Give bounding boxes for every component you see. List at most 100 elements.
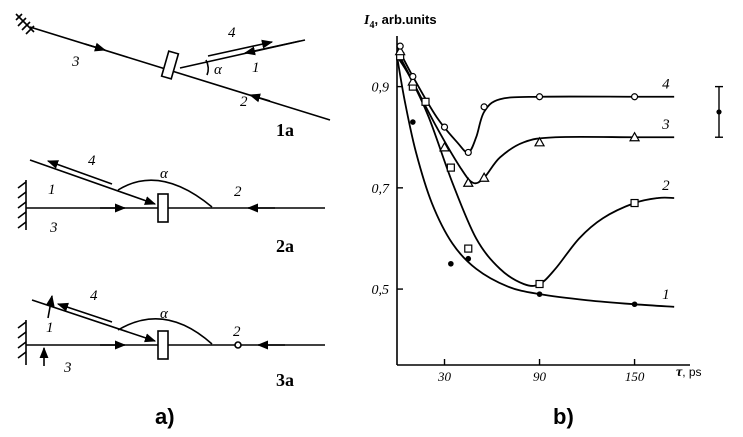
diagram-1a: [15, 13, 331, 121]
series-3-point: [534, 136, 546, 147]
beam-1-label-3a: 1: [46, 320, 54, 336]
series-1-label: 1: [662, 287, 670, 303]
series-4-point: [464, 148, 472, 157]
series-3-point: [407, 75, 419, 86]
beam-1-arrow: [243, 40, 301, 56]
beam-1-arrow-3a: [31, 299, 157, 343]
beam-1-label: 1: [252, 60, 260, 76]
beam-2-label-2a: 2: [234, 184, 242, 200]
angle-label-3a: α: [160, 306, 169, 322]
diagram-label-3a: 3a: [276, 370, 294, 390]
series-3-label: 3: [661, 117, 670, 133]
series-2-point: [630, 198, 639, 208]
diagram-1a-labels: 3 4 1 2 α 1a: [71, 25, 294, 140]
x-axis-title: τ, ps: [676, 365, 702, 380]
beam-2-dot-3a: [234, 341, 242, 349]
chart-axes: 30 90 150 0,9 0,7 0,5: [372, 36, 690, 384]
y-axis-title: I4, arb.units: [363, 12, 437, 31]
x-title-rest: , ps: [682, 365, 701, 379]
y-title-rest: , arb.units: [374, 12, 436, 27]
series-4-point: [535, 93, 544, 101]
chart-markers: [394, 42, 641, 308]
series-4-point: [396, 42, 404, 50]
wall-2a: [17, 180, 27, 230]
series-1-point: [631, 301, 638, 308]
beam-4-label: 4: [228, 25, 236, 41]
y-tick-label: 0,5: [372, 283, 390, 298]
x-tick-label: 90: [533, 369, 547, 384]
beam-2-label-3a: 2: [233, 324, 241, 340]
sample-1a: [160, 50, 180, 80]
series-1-curve: [396, 56, 675, 308]
x-title-main: τ: [676, 365, 683, 380]
beam-3-label: 3: [71, 54, 80, 70]
beam-2-arrow: [248, 93, 271, 103]
wall-3a: [17, 320, 27, 365]
angle-label-2a: α: [160, 166, 169, 182]
beam-3-line: [29, 26, 331, 121]
y-title-sub: 4: [369, 20, 374, 31]
series-1-point: [410, 119, 416, 125]
series-3-point: [462, 177, 474, 187]
series-4-label: 4: [662, 77, 670, 93]
series-1-point: [465, 255, 472, 262]
sample-3a: [157, 330, 169, 360]
beam-4-arrow: [207, 39, 274, 57]
sample-2a: [157, 193, 169, 223]
polarization-arrow-a: [45, 294, 55, 319]
series-3-point: [438, 141, 451, 152]
beam-4-arrow-2a: [46, 160, 113, 185]
series-3-point: [394, 45, 406, 56]
diagram-label-2a: 2a: [276, 236, 294, 256]
beam-4-label-2a: 4: [88, 153, 96, 169]
series-2-point: [464, 244, 473, 253]
angle-arc-2a: [117, 179, 213, 208]
diagram-2a-labels: 4 α 1 2 3 2a: [48, 153, 294, 256]
series-4-point: [440, 123, 449, 131]
series-2-point: [446, 163, 455, 172]
series-2-point: [535, 279, 544, 289]
chart-curves: [396, 45, 675, 308]
series-4-point: [630, 93, 639, 101]
angle-label-1a: α: [214, 62, 223, 78]
y-tick-label: 0,9: [372, 81, 390, 96]
x-tick-label: 30: [437, 369, 452, 384]
svg-text:τ, ps: τ, ps: [676, 365, 702, 380]
series-1-point: [536, 291, 543, 297]
beam-3-label-3a: 3: [63, 360, 72, 376]
series-2-curve: [396, 55, 675, 287]
series-4-curve: [396, 45, 675, 154]
y-title-main: I: [363, 13, 370, 28]
beam-3-label-2a: 3: [49, 220, 58, 236]
series-4-point: [409, 72, 417, 81]
series-2-point: [421, 97, 430, 106]
series-3-curve: [396, 50, 675, 185]
beam-4-arrow-3a: [56, 302, 113, 323]
beam-2-label: 2: [240, 94, 248, 110]
beam-1-label-2a: 1: [48, 182, 56, 198]
x-tick-label: 150: [625, 369, 645, 384]
series-2-label: 2: [662, 178, 670, 194]
series-3-point: [629, 131, 641, 142]
diagram-3a: [17, 294, 325, 366]
chart-series-labels: 1 2 3 4: [661, 77, 670, 303]
series-3-point: [478, 171, 490, 182]
chart-error-bar: [715, 85, 723, 138]
panel-a: 3 4 1 2 α 1a 4: [15, 13, 331, 429]
svg-text:I4, arb.units: I4, arb.units: [363, 12, 437, 31]
wall-1a: [15, 13, 35, 35]
diagram-label-1a: 1a: [276, 120, 294, 140]
diagram-3a-labels: 4 α 1 2 3 3a: [46, 288, 294, 390]
error-bar-point: [716, 109, 722, 115]
diagram-2a: [17, 159, 325, 230]
panel-a-label: a): [155, 404, 175, 429]
angle-arc-3a: [117, 318, 213, 345]
y-tick-label: 0,7: [372, 182, 391, 197]
beam-4-label-3a: 4: [90, 288, 98, 304]
series-4-point: [480, 103, 488, 111]
angle-arc-1a: [205, 59, 210, 76]
panel-b-label: b): [553, 404, 574, 429]
series-1-point: [448, 260, 454, 267]
